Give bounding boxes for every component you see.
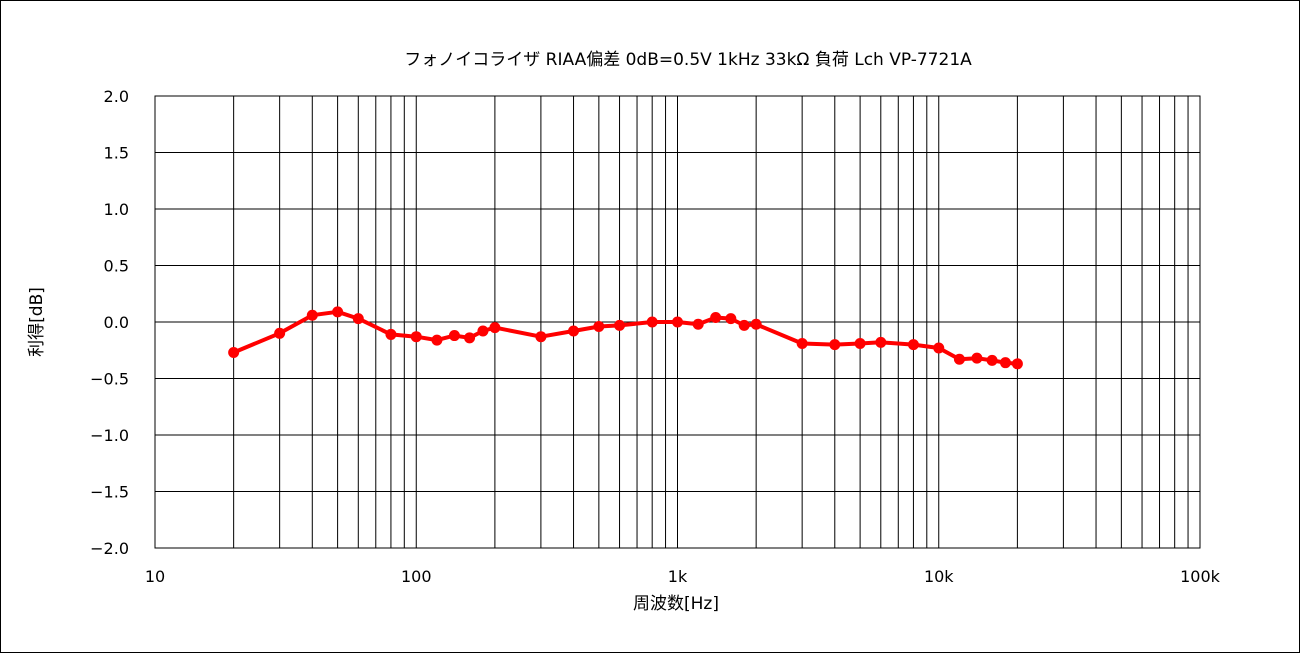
y-tick-label: −2.0 [90, 539, 129, 558]
series-group [228, 306, 1023, 370]
data-point [692, 318, 704, 330]
data-point [725, 313, 737, 325]
data-point [332, 306, 344, 318]
x-tick-label: 100k [1180, 567, 1221, 586]
y-tick-label: 0.0 [104, 313, 129, 332]
x-axis-label: 周波数[Hz] [633, 594, 719, 614]
data-point [306, 309, 318, 321]
data-point [535, 331, 547, 343]
data-point [854, 337, 866, 349]
y-tick-label: −0.5 [90, 370, 129, 389]
data-point [971, 352, 983, 364]
data-point [352, 313, 364, 325]
data-point [750, 318, 762, 330]
data-point [953, 353, 965, 365]
y-tick-label: 2.0 [104, 87, 129, 106]
x-tick-label: 1k [668, 567, 688, 586]
chart-title: フォノイコライザ RIAA偏差 0dB=0.5V 1kHz 33kΩ 負荷 Lc… [404, 50, 972, 70]
y-tick-label: 1.5 [104, 144, 129, 163]
data-point [933, 342, 945, 354]
y-tick-label: 1.0 [104, 200, 129, 219]
x-tick-label: 10k [924, 567, 954, 586]
data-point [477, 325, 489, 337]
data-point [489, 322, 501, 334]
data-point [385, 328, 397, 340]
data-point [710, 311, 722, 323]
data-point [999, 357, 1011, 369]
data-point [907, 339, 919, 351]
data-point [796, 337, 808, 349]
data-point [614, 319, 626, 331]
y-tick-label: −1.0 [90, 426, 129, 445]
y-tick-label: 0.5 [104, 257, 129, 276]
series-line [232, 309, 1018, 366]
data-point [274, 327, 286, 339]
plot-area [154, 95, 1201, 549]
data-point [431, 334, 443, 346]
data-point [410, 331, 422, 343]
data-point [986, 354, 998, 366]
data-point [464, 332, 476, 344]
data-point [568, 325, 580, 337]
data-point [448, 330, 460, 342]
x-tick-labels: 10 100 1k 10k 100k [145, 567, 1221, 586]
data-point [646, 316, 658, 328]
x-tick-label: 10 [145, 567, 165, 586]
data-point [738, 319, 750, 331]
y-axis-label: 利得[dB] [27, 287, 47, 357]
data-point [1011, 358, 1023, 370]
data-point [829, 339, 841, 351]
y-tick-label: −1.5 [90, 483, 129, 502]
data-point [228, 347, 240, 359]
y-tick-labels: 2.0 1.5 1.0 0.5 0.0 −0.5 −1.0 −1.5 −2.0 [90, 87, 129, 558]
data-point [875, 336, 887, 348]
data-point [593, 321, 605, 333]
x-tick-label: 100 [401, 567, 432, 586]
data-point [672, 316, 683, 328]
